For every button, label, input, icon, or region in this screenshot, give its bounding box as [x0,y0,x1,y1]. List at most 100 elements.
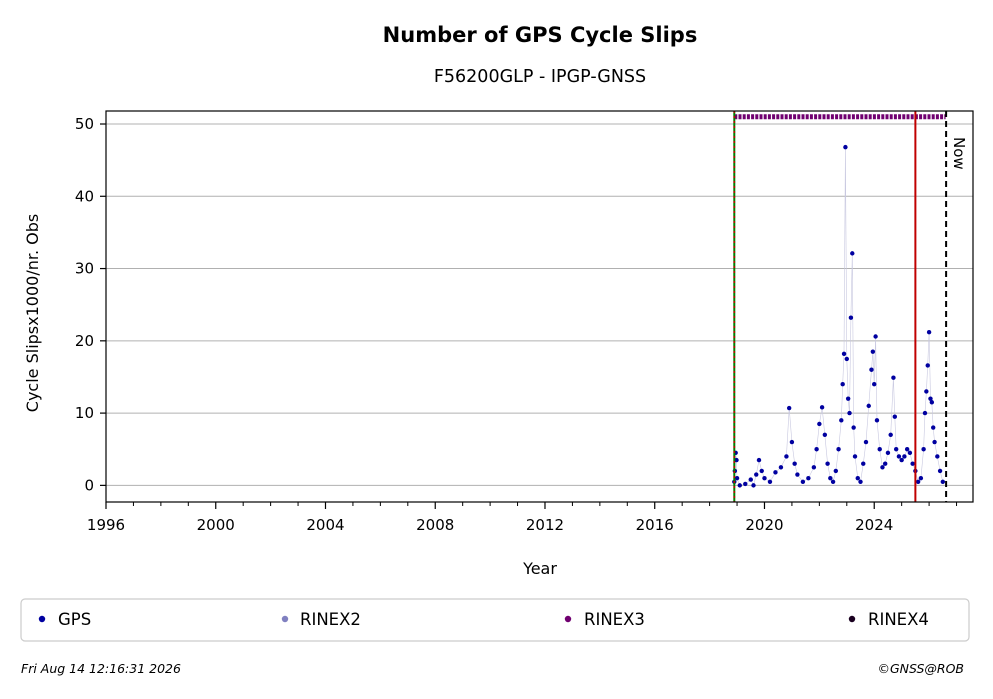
gps-point-24 [814,447,819,452]
now-label: Now [950,137,968,170]
y-tick-label-5: 50 [75,115,94,133]
gps-point-45 [858,479,863,484]
gps-point-71 [921,447,926,452]
plot-area: Now 0 10 20 30 40 50 1996 2000 2004 2008 2012 2016 20… [75,110,974,534]
gps-point-42 [851,425,856,430]
x-tick-label-1: 2000 [197,516,235,534]
gps-point-34 [840,381,845,387]
gps-point-62 [896,454,902,459]
gps-point-6 [743,481,748,487]
x-tick-label-7: 2024 [855,516,893,534]
gps-point-43 [852,454,858,459]
chart-title: Number of GPS Cycle Slips [383,23,698,47]
y-axis-label: Cycle Slipsx1000/nr. Obs [23,214,42,412]
gps-point-22 [806,475,811,481]
gps-point-59 [891,375,896,380]
y-tick-label-3: 30 [75,260,94,278]
gps-point-15 [778,465,784,470]
x-tick-label-0: 1996 [87,516,125,534]
gps-point-26 [819,405,825,410]
gps-point-72 [922,410,928,416]
gps-point-61 [893,447,899,452]
y-tick-label-0: 0 [84,476,94,494]
gps-point-53 [874,418,880,423]
plot-frame [105,110,974,503]
gps-point-76 [928,396,933,401]
gps-point-74 [925,363,930,368]
gps-point-9 [754,472,759,477]
gps-point-80 [935,454,940,459]
gps-point-58 [888,432,893,437]
legend-label-rinex4: RINEX4 [868,610,929,629]
gps-point-75 [926,329,932,335]
legend-label-gps: GPS [58,610,91,629]
gps-point-11 [759,468,764,474]
gps-point-20 [795,472,800,477]
y-tick-label-1: 10 [75,404,94,422]
x-axis-label: Year [522,559,557,578]
y-tick-label-4: 40 [75,187,94,205]
gps-point-29 [828,475,833,481]
gps-point-18 [789,439,795,445]
x-tick-label-5: 2016 [636,516,674,534]
gps-point-49 [869,367,874,372]
gps-point-57 [885,450,891,456]
gps-point-41 [850,251,855,256]
gps-point-28 [825,461,830,466]
footer-timestamp: Fri Aug 14 12:16:31 2026 [21,661,181,676]
gps-point-14 [773,470,778,475]
gps-point-7 [748,477,753,482]
gps-series-line [734,147,944,487]
gps-point-60 [892,414,898,419]
gps-point-38 [845,396,851,401]
gps-point-56 [883,461,888,466]
gps-point-33 [839,418,844,423]
gps-point-27 [822,432,828,437]
legend-label-rinex2: RINEX2 [300,610,361,629]
gps-point-64 [902,454,907,459]
gps-point-82 [940,479,946,484]
gps-point-54 [877,447,882,452]
chart-subtitle: F56200GLP - IPGP-GNSS [434,67,646,87]
gps-point-3 [734,457,739,463]
gps-point-12 [762,475,767,481]
gps-point-44 [855,475,860,481]
legend-box [20,598,970,642]
gps-point-16 [784,454,789,459]
gps-point-39 [847,410,852,416]
legend: GPS RINEX2 RINEX3 RINEX4 [20,598,970,642]
y-tick-label-2: 20 [75,332,94,350]
gps-point-66 [907,450,913,456]
gps-point-23 [811,465,817,470]
gps-point-25 [817,421,822,427]
gps-point-78 [931,425,936,430]
gps-point-31 [833,468,839,474]
gps-point-30 [830,479,836,484]
gps-point-17 [786,405,792,411]
gps-point-73 [924,389,929,394]
footer-copyright: ©GNSS@ROB [877,661,964,676]
gps-point-37 [844,356,849,362]
gps-point-55 [880,465,885,470]
gps-point-81 [937,468,943,474]
gps-point-65 [904,447,910,452]
gps-point-35 [841,351,847,357]
gps-point-52 [873,334,878,339]
gps-point-69 [915,479,921,484]
legend-marker-rinex2 [281,615,289,623]
x-tick-label-4: 2012 [526,516,564,534]
gps-point-77 [929,400,935,405]
gps-point-50 [870,349,876,354]
x-tick-label-6: 2020 [745,516,783,534]
gps-point-47 [863,439,869,445]
gps-point-40 [848,315,854,320]
gps-point-13 [767,479,773,484]
gps-point-46 [861,461,866,466]
gps-point-19 [792,461,797,466]
gps-point-79 [932,439,937,445]
x-tick-label-2: 2004 [306,516,344,534]
gps-point-48 [866,403,871,409]
gps-point-70 [918,475,924,481]
gps-point-63 [899,457,904,463]
